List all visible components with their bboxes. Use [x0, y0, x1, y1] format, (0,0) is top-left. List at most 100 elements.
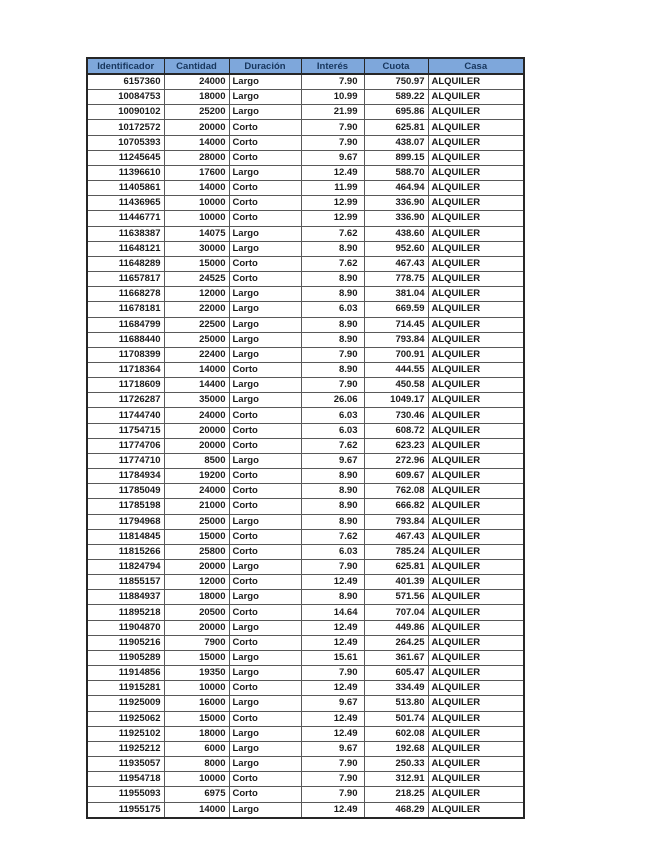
- cell: 401.39: [363, 574, 429, 591]
- cell: 7.90: [300, 119, 365, 136]
- cell: 10084753: [86, 89, 165, 106]
- cell: 10705393: [86, 134, 165, 151]
- cell: Corto: [228, 710, 302, 727]
- cell: 22400: [163, 346, 230, 363]
- cell: Largo: [228, 619, 302, 636]
- cell: 26.06: [300, 392, 365, 409]
- cell: Corto: [228, 271, 302, 288]
- cell: 336.90: [363, 195, 429, 212]
- cell: 6000: [163, 740, 230, 758]
- cell: 8000: [163, 756, 230, 773]
- cell: 444.55: [363, 361, 429, 379]
- cell: Largo: [228, 725, 302, 742]
- cell: 11895218: [86, 604, 165, 621]
- cell: ALQUILER: [427, 680, 525, 697]
- cell: Largo: [228, 558, 302, 576]
- cell: Corto: [228, 361, 302, 379]
- cell: Corto: [228, 134, 302, 151]
- cell: 7.90: [300, 346, 365, 363]
- table-row: 11884937 18000 Largo 8.90 571.56 ALQUILER: [86, 589, 525, 606]
- table-row: 11754715 20000 Corto 6.03 608.72 ALQUILER: [86, 422, 525, 439]
- cell: ALQUILER: [427, 786, 525, 803]
- cell: Corto: [228, 180, 302, 197]
- table-row: 11785198 21000 Corto 8.90 666.82 ALQUILER: [86, 498, 525, 515]
- cell: 20000: [163, 422, 230, 439]
- cell: ALQUILER: [427, 771, 525, 788]
- cell: 14000: [163, 361, 230, 379]
- cell: 10000: [163, 195, 230, 212]
- cell: Largo: [228, 104, 302, 121]
- column-header-cuota: Cuota: [363, 57, 429, 75]
- cell: 14075: [163, 225, 230, 242]
- cell: Largo: [228, 452, 302, 470]
- cell: 14.64: [300, 604, 365, 621]
- cell: 7.90: [300, 377, 365, 394]
- column-header-identificador: Identificador: [86, 57, 165, 75]
- cell: 18000: [163, 725, 230, 742]
- cell: Largo: [228, 695, 302, 712]
- cell: 11678181: [86, 301, 165, 318]
- cell: 9.67: [300, 740, 365, 758]
- cell: 12.49: [300, 725, 365, 742]
- cell: 7900: [163, 634, 230, 651]
- cell: ALQUILER: [427, 286, 525, 303]
- cell: Corto: [228, 528, 302, 545]
- cell: ALQUILER: [427, 255, 525, 273]
- cell: 707.04: [363, 604, 429, 621]
- cell: ALQUILER: [427, 468, 525, 485]
- cell: ALQUILER: [427, 649, 525, 667]
- cell: 623.23: [363, 437, 429, 454]
- cell: ALQUILER: [427, 407, 525, 424]
- cell: ALQUILER: [427, 574, 525, 591]
- table-row: 10084753 18000 Largo 10.99 589.22 ALQUILER: [86, 89, 525, 106]
- cell: 11905216: [86, 634, 165, 651]
- cell: 11794968: [86, 513, 165, 530]
- table-row: 11657817 24525 Corto 8.90 778.75 ALQUILER: [86, 271, 525, 288]
- cell: ALQUILER: [427, 346, 525, 363]
- cell: 750.97: [363, 73, 429, 91]
- cell: 11245645: [86, 149, 165, 166]
- cell: 8500: [163, 452, 230, 470]
- cell: ALQUILER: [427, 710, 525, 727]
- table-row: 11824794 20000 Largo 7.90 625.81 ALQUILER: [86, 558, 525, 576]
- table-row: 11638387 14075 Largo 7.62 438.60 ALQUILER: [86, 225, 525, 242]
- cell: 12.49: [300, 680, 365, 697]
- table-row: 10705393 14000 Corto 7.90 438.07 ALQUILER: [86, 134, 525, 151]
- cell: 11884937: [86, 589, 165, 606]
- cell: 11754715: [86, 422, 165, 439]
- cell: 9.67: [300, 149, 365, 166]
- cell: 7.90: [300, 756, 365, 773]
- cell: 8.90: [300, 589, 365, 606]
- cell: 899.15: [363, 149, 429, 166]
- cell: Largo: [228, 301, 302, 318]
- cell: 8.90: [300, 240, 365, 257]
- cell: 25800: [163, 543, 230, 561]
- cell: ALQUILER: [427, 195, 525, 212]
- cell: 467.43: [363, 255, 429, 273]
- cell: 6.03: [300, 407, 365, 424]
- cell: 18000: [163, 89, 230, 106]
- cell: Corto: [228, 483, 302, 500]
- cell: ALQUILER: [427, 134, 525, 151]
- cell: Corto: [228, 771, 302, 788]
- cell: 11954718: [86, 771, 165, 788]
- cell: 11648289: [86, 255, 165, 273]
- table-row: 6157360 24000 Largo 7.90 750.97 ALQUILER: [86, 73, 525, 91]
- cell: 11708399: [86, 346, 165, 363]
- table-row: 10172572 20000 Corto 7.90 625.81 ALQUILER: [86, 119, 525, 136]
- cell: 11784934: [86, 468, 165, 485]
- cell: 9.67: [300, 452, 365, 470]
- cell: Largo: [228, 740, 302, 758]
- cell: 7.62: [300, 528, 365, 545]
- cell: 11925062: [86, 710, 165, 727]
- table-row: 11855157 12000 Corto 12.49 401.39 ALQUILER: [86, 574, 525, 591]
- cell: Largo: [228, 331, 302, 348]
- cell: 19350: [163, 665, 230, 682]
- table-row: 11688440 25000 Largo 8.90 793.84 ALQUILER: [86, 331, 525, 348]
- cell: 24525: [163, 271, 230, 288]
- cell: 11855157: [86, 574, 165, 591]
- cell: 14000: [163, 134, 230, 151]
- cell: 20000: [163, 558, 230, 576]
- cell: 11668278: [86, 286, 165, 303]
- cell: 20000: [163, 619, 230, 636]
